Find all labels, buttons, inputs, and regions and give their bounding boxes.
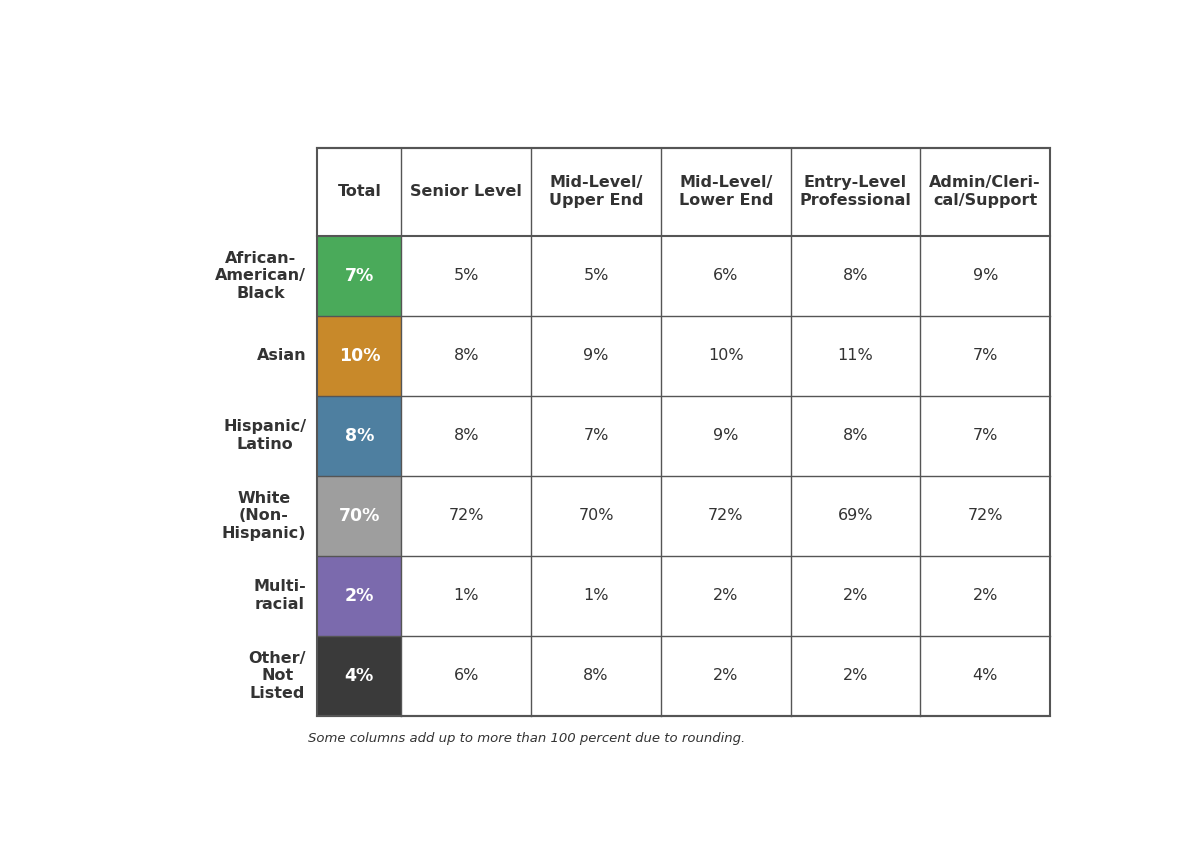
- Text: 2%: 2%: [843, 668, 868, 683]
- Text: 2%: 2%: [973, 589, 998, 603]
- Text: 72%: 72%: [708, 508, 743, 523]
- Text: 10%: 10%: [708, 348, 743, 363]
- Text: Mid-Level/
Upper End: Mid-Level/ Upper End: [548, 175, 643, 207]
- Text: 70%: 70%: [339, 507, 381, 524]
- Bar: [317, 148, 1050, 716]
- Text: 4%: 4%: [345, 667, 374, 685]
- Text: 70%: 70%: [578, 508, 613, 523]
- Text: Other/
Not
Listed: Other/ Not Listed: [248, 651, 306, 700]
- Text: 8%: 8%: [843, 268, 869, 283]
- Text: Senior Level: Senior Level: [410, 184, 522, 199]
- Bar: [317, 235, 402, 316]
- Text: 1%: 1%: [454, 589, 479, 603]
- Text: 7%: 7%: [345, 266, 374, 285]
- Text: Total: Total: [337, 184, 382, 199]
- Bar: [317, 556, 402, 635]
- Text: 69%: 69%: [838, 508, 873, 523]
- Text: Admin/Cleri-
cal/Support: Admin/Cleri- cal/Support: [929, 175, 1041, 207]
- Text: 2%: 2%: [713, 589, 739, 603]
- Bar: [317, 635, 402, 716]
- Bar: [317, 316, 402, 396]
- Text: 8%: 8%: [843, 428, 869, 444]
- Text: 8%: 8%: [345, 427, 374, 444]
- Text: Mid-Level/
Lower End: Mid-Level/ Lower End: [678, 175, 773, 207]
- Text: 9%: 9%: [973, 268, 998, 283]
- Text: 72%: 72%: [449, 508, 485, 523]
- Text: African-
American/
Black: African- American/ Black: [215, 251, 306, 300]
- Text: 5%: 5%: [584, 268, 609, 283]
- Text: 8%: 8%: [454, 348, 479, 363]
- Text: 7%: 7%: [973, 348, 998, 363]
- Text: Asian: Asian: [256, 348, 306, 363]
- Text: 2%: 2%: [843, 589, 868, 603]
- Text: White
(Non-
Hispanic): White (Non- Hispanic): [222, 490, 306, 541]
- Text: 6%: 6%: [713, 268, 739, 283]
- Bar: [317, 476, 402, 556]
- Text: Some columns add up to more than 100 percent due to rounding.: Some columns add up to more than 100 per…: [309, 733, 746, 746]
- Text: 4%: 4%: [973, 668, 998, 683]
- Text: 9%: 9%: [584, 348, 609, 363]
- Text: 2%: 2%: [713, 668, 739, 683]
- Text: 1%: 1%: [583, 589, 609, 603]
- Text: 6%: 6%: [454, 668, 479, 683]
- Text: 72%: 72%: [967, 508, 1004, 523]
- Bar: [317, 396, 402, 476]
- Text: Entry-Level
Professional: Entry-Level Professional: [799, 175, 911, 207]
- Text: 11%: 11%: [838, 348, 873, 363]
- Text: 8%: 8%: [583, 668, 609, 683]
- Text: Hispanic/
Latino: Hispanic/ Latino: [223, 419, 306, 452]
- Text: 2%: 2%: [345, 587, 374, 605]
- Text: Multi-
racial: Multi- racial: [253, 580, 306, 612]
- Text: 10%: 10%: [338, 346, 381, 365]
- Text: 9%: 9%: [713, 428, 739, 444]
- Text: 7%: 7%: [973, 428, 998, 444]
- Text: 5%: 5%: [454, 268, 479, 283]
- Text: 8%: 8%: [454, 428, 479, 444]
- Text: 7%: 7%: [584, 428, 609, 444]
